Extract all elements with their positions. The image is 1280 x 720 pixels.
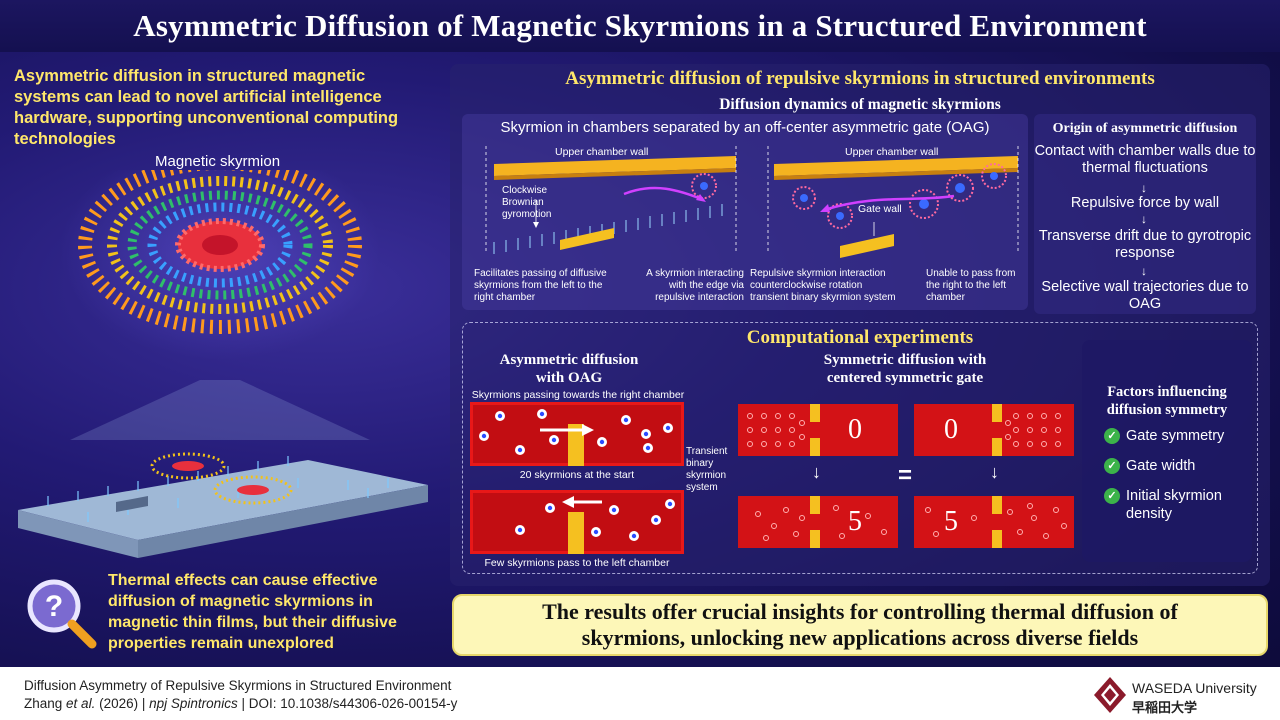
page-title: Asymmetric Diffusion of Magnetic Skyrmio… (133, 8, 1147, 43)
factor-item: ✓ Gate width (1104, 457, 1244, 475)
footer-etal: et al. (66, 696, 96, 711)
header-bar: Asymmetric Diffusion of Magnetic Skyrmio… (0, 0, 1280, 52)
experiments-box (462, 322, 1258, 574)
origin-title: Origin of asymmetric diffusion (1052, 121, 1238, 136)
count-top-left: 0 (848, 414, 862, 445)
factors-title: Factors influencing diffusion symmetry (1106, 384, 1228, 418)
results-box: The results offer crucial insights for c… (452, 594, 1268, 656)
asym-bottom-caption: Few skyrmions pass to the left chamber (484, 557, 670, 569)
factors-box (1082, 340, 1252, 562)
skyrmion-label: Magnetic skyrmion (155, 153, 281, 170)
thin-film-slab (18, 452, 428, 558)
factor-label: Initial skyrmion density (1126, 488, 1222, 522)
sym-heading: Symmetric diffusion with centered symmet… (823, 352, 987, 386)
gyromotion-label: Clockwise Brownian gyromotion (502, 185, 552, 220)
sym-bottom-right-chamber (914, 496, 1074, 548)
equals-sign: = (898, 462, 913, 489)
factor-label: Gate width (1126, 458, 1196, 474)
arrow-down-icon: ↓ (1141, 181, 1147, 195)
footer-paper-title: Diffusion Asymmetry of Repulsive Skyrmio… (24, 678, 452, 693)
experiments-title: Computational experiments (746, 327, 974, 348)
dynamics-box (462, 114, 1028, 310)
caption-left-2: A skyrmion interacting with the edge via… (646, 268, 744, 303)
sym-top-left-chamber (738, 404, 898, 456)
origin-step-2: Repulsive force by wall (1070, 195, 1220, 211)
count-top-right: 0 (944, 414, 958, 445)
origin-box (1034, 114, 1256, 314)
asym-top-caption: Skyrmions passing towards the right cham… (471, 389, 685, 401)
check-icon: ✓ (1104, 428, 1120, 444)
caption-left-1: Facilitates passing of diffusive skyrmio… (474, 268, 607, 303)
arrow-down-icon: ↓ (990, 462, 999, 482)
count-bottom-left: 5 (848, 506, 862, 537)
check-icon: ✓ (1104, 488, 1120, 504)
footer-doi: | DOI: 10.1038/s44306-026-00154-y (241, 696, 458, 711)
dynamics-title: Diffusion dynamics of magnetic skyrmions (719, 96, 1001, 113)
caption-right-1a: Repulsive skyrmion interaction (750, 268, 886, 279)
caption-right-2: Unable to pass from the right to the lef… (926, 268, 1016, 303)
factor-item: ✓ Gate symmetry (1104, 427, 1244, 445)
thermal-effects-text: Thermal effects can cause effective diff… (108, 572, 397, 652)
main-panel-title: Asymmetric diffusion of repulsive skyrmi… (565, 68, 1155, 89)
sym-bottom-left-chamber (738, 496, 898, 548)
dynamics-right-diagram (767, 146, 1019, 258)
arrow-down-icon: ↓ (812, 462, 821, 482)
footer-bar (0, 667, 1280, 720)
asym-mid-caption: 20 skyrmions at the start (519, 469, 635, 481)
gate-wall-label: Gate wall (858, 203, 902, 215)
asym-heading: Asymmetric diffusion with OAG (499, 352, 639, 386)
upper-wall-label-left: Upper chamber wall (555, 146, 649, 158)
footer-year: (2026) | (99, 696, 146, 711)
svg-text:?: ? (45, 590, 63, 623)
waseda-logo-icon (1094, 677, 1126, 713)
footer-authors: Zhang (24, 696, 63, 711)
skyrmion-illustration (60, 170, 380, 440)
origin-step-3: Transverse drift due to gyrotropic respo… (1038, 228, 1252, 261)
factor-item: ✓ Initial skyrmion density (1104, 487, 1244, 523)
footer-citation: Zhang et al. (2026) | npj Spintronics | … (24, 696, 457, 711)
arrow-down-icon: ↓ (1141, 212, 1147, 226)
origin-step-4: Selective wall trajectories due to OAG (1041, 279, 1249, 312)
asym-bottom-chamber (470, 490, 684, 554)
count-bottom-right: 5 (944, 506, 958, 537)
intro-text: Asymmetric diffusion in structured magne… (14, 67, 399, 148)
university-name: WASEDA University (1132, 680, 1257, 696)
asym-top-chamber (470, 402, 684, 466)
arrow-down-icon: ↓ (1141, 264, 1147, 278)
sym-top-right-chamber (914, 404, 1074, 456)
dynamics-subtitle: Skyrmion in chambers separated by an off… (500, 119, 990, 136)
origin-step-1: Contact with chamber walls due to therma… (1034, 143, 1256, 176)
dynamics-left-diagram (485, 146, 737, 254)
university-name-jp: 早稲田大学 (1132, 700, 1198, 715)
footer-journal: npj Spintronics (149, 696, 238, 711)
caption-right-1b: counterclockwise rotation (750, 280, 863, 291)
question-magnifier-icon: ? (27, 579, 97, 649)
check-icon: ✓ (1104, 458, 1120, 474)
transient-label: Transient binary skyrmion system (686, 446, 728, 493)
caption-right-1c: transient binary skyrmion system (750, 292, 896, 303)
upper-wall-label-right: Upper chamber wall (845, 146, 939, 158)
factor-label: Gate symmetry (1126, 428, 1225, 444)
results-text: The results offer crucial insights for c… (542, 599, 1178, 650)
